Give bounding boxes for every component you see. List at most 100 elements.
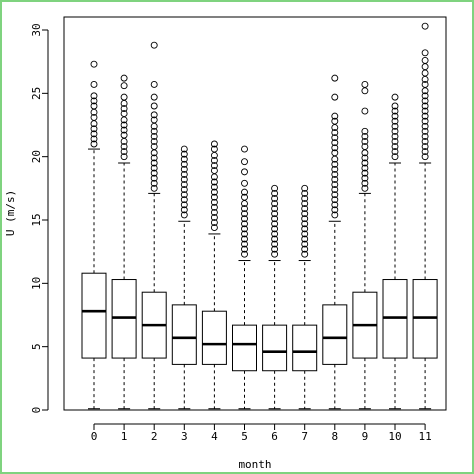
outlier-point xyxy=(241,205,248,213)
outlier-point xyxy=(301,215,309,223)
outlier-point xyxy=(421,107,429,115)
outlier-point xyxy=(331,170,339,178)
outlier-point xyxy=(421,132,429,140)
box-month-2 xyxy=(141,41,167,410)
iqr-box xyxy=(292,324,318,372)
x-tick-label: 3 xyxy=(181,430,188,443)
outlier-point xyxy=(180,155,188,163)
outlier-point xyxy=(301,225,309,233)
outlier-point xyxy=(241,168,248,176)
outlier-point xyxy=(361,127,369,135)
outlier-point xyxy=(391,153,399,161)
outlier-point xyxy=(180,160,188,168)
y-tick-label: 25 xyxy=(30,87,43,100)
box-month-11 xyxy=(412,22,438,410)
outlier-point xyxy=(271,205,279,213)
outlier-point xyxy=(241,188,248,196)
outlier-point xyxy=(391,117,399,125)
outlier-point xyxy=(120,93,128,101)
outlier-point xyxy=(331,149,339,157)
outlier-point xyxy=(120,126,128,134)
outlier-point xyxy=(241,193,248,201)
outlier-point xyxy=(120,110,128,118)
iqr-box xyxy=(201,310,227,365)
outlier-point xyxy=(301,210,309,218)
outlier-point xyxy=(210,208,218,216)
outlier-point xyxy=(180,176,188,183)
outlier-point xyxy=(421,127,429,135)
x-tick-label: 1 xyxy=(121,430,128,443)
outlier-point xyxy=(210,140,218,148)
outlier-point xyxy=(331,74,339,82)
outlier-point xyxy=(301,235,309,243)
y-tick-label: 20 xyxy=(30,150,43,163)
outlier-point xyxy=(150,143,158,150)
outlier-point xyxy=(361,154,369,162)
outlier-point xyxy=(301,240,309,248)
outlier-point xyxy=(180,181,188,188)
x-axis-title: month xyxy=(238,458,271,471)
outlier-point xyxy=(241,245,248,253)
outlier-point xyxy=(180,150,188,158)
outlier-point xyxy=(391,93,399,101)
outlier-point xyxy=(241,230,248,238)
box-month-8 xyxy=(322,74,348,410)
outlier-point xyxy=(331,165,339,173)
outlier-point xyxy=(90,130,98,138)
outlier-point xyxy=(150,179,158,187)
outlier-point xyxy=(120,148,128,156)
outlier-point xyxy=(301,245,309,253)
outlier-point xyxy=(180,165,188,173)
outlier-point xyxy=(391,107,399,115)
outlier-point xyxy=(150,154,158,162)
outlier-point xyxy=(120,153,128,161)
outlier-point xyxy=(361,87,369,95)
outlier-point xyxy=(271,195,279,202)
outlier-point xyxy=(271,250,279,258)
outlier-point xyxy=(421,138,429,145)
outlier-point xyxy=(150,132,158,140)
outlier-point xyxy=(331,196,339,204)
outlier-point xyxy=(241,215,248,223)
outlier-point xyxy=(180,196,188,204)
box-series xyxy=(81,22,438,410)
outlier-point xyxy=(120,74,128,82)
outlier-point xyxy=(150,159,158,167)
outlier-point xyxy=(180,186,188,194)
outlier-point xyxy=(180,191,188,199)
x-tick-label: 5 xyxy=(241,430,248,443)
outlier-point xyxy=(391,132,399,140)
outlier-point xyxy=(210,183,218,191)
outlier-point xyxy=(210,162,218,169)
outlier-point xyxy=(210,178,218,186)
outlier-point xyxy=(150,184,158,192)
iqr-box xyxy=(81,272,107,359)
iqr-box xyxy=(322,304,348,365)
outlier-point xyxy=(180,211,188,219)
outlier-point xyxy=(241,225,248,233)
outlier-point xyxy=(210,193,218,201)
box-month-6 xyxy=(262,184,288,410)
plot-area-border xyxy=(63,16,447,411)
iqr-box xyxy=(171,304,197,365)
x-tick-label: 11 xyxy=(418,430,431,443)
outlier-point xyxy=(241,220,248,228)
outlier-point xyxy=(301,220,309,228)
outlier-point xyxy=(90,92,98,100)
outlier-point xyxy=(421,153,429,161)
x-tick-label: 2 xyxy=(151,430,158,443)
outlier-point xyxy=(361,169,369,177)
box-month-1 xyxy=(111,74,137,410)
outlier-point xyxy=(331,139,339,147)
x-tick-label: 7 xyxy=(301,430,308,443)
outlier-point xyxy=(150,138,158,145)
outlier-point xyxy=(120,105,128,112)
outlier-point xyxy=(421,102,429,110)
outlier-point xyxy=(301,195,309,202)
outlier-point xyxy=(150,81,158,88)
outlier-point xyxy=(271,215,279,223)
iqr-box xyxy=(262,324,288,372)
y-axis-title: U (m/s) xyxy=(4,190,17,236)
outlier-point xyxy=(421,148,429,156)
